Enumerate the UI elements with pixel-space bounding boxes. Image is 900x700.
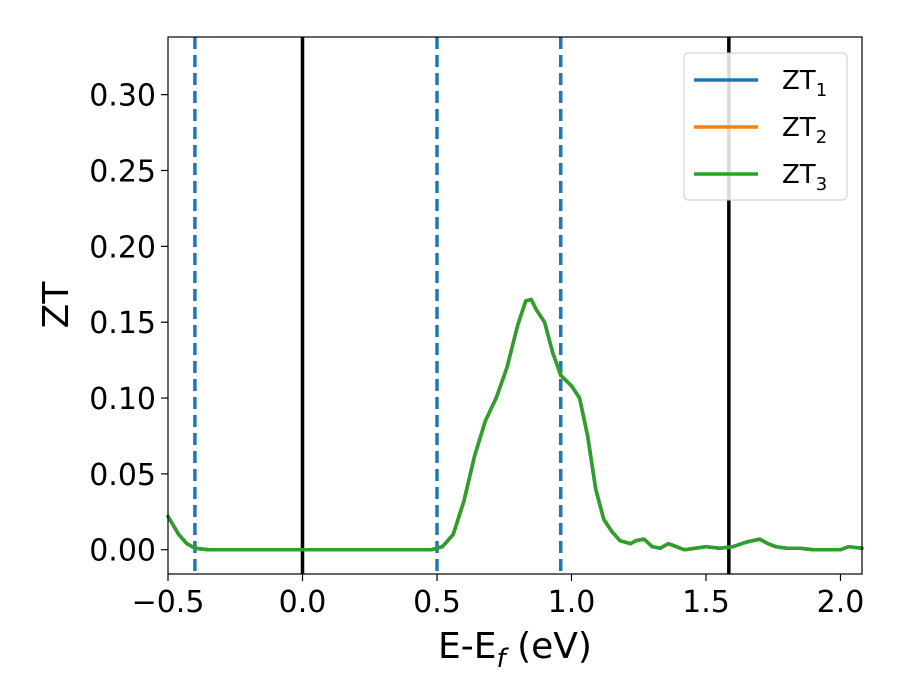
y-tick-label: 0.25 <box>89 154 156 189</box>
legend: ZT1 ZT2 ZT3 <box>683 52 848 201</box>
x-tick-label: −0.5 <box>132 585 205 620</box>
x-tick-label: 0.0 <box>279 585 327 620</box>
legend-label-2: ZT2 <box>782 113 827 148</box>
x-axis-title: E-Ef (eV) <box>438 626 592 674</box>
series-line-3 <box>166 297 864 552</box>
y-tick-label: 0.05 <box>89 458 156 493</box>
x-tick-label: 1.5 <box>682 585 730 620</box>
y-axis-ticks: 0.00 0.05 0.10 0.15 0.20 0.25 0.30 <box>89 79 168 569</box>
y-axis-title: ZT <box>36 281 77 329</box>
plot-frame <box>167 36 863 575</box>
y-tick-label: 0.00 <box>89 534 156 569</box>
legend-label-3: ZT3 <box>782 160 827 195</box>
x-tick-label: 2.0 <box>817 585 865 620</box>
y-tick-label: 0.30 <box>89 79 156 114</box>
x-tick-label: 0.5 <box>413 585 461 620</box>
x-tick-label: 1.0 <box>548 585 596 620</box>
legend-label-1: ZT1 <box>782 66 827 101</box>
legend-box <box>683 52 848 201</box>
series-lines <box>166 297 864 552</box>
y-tick-label: 0.20 <box>89 230 156 265</box>
reference-lines <box>193 37 731 574</box>
y-tick-label: 0.15 <box>89 306 156 341</box>
x-axis-ticks: −0.5 0.0 0.5 1.0 1.5 2.0 <box>132 574 865 620</box>
y-tick-label: 0.10 <box>89 382 156 417</box>
